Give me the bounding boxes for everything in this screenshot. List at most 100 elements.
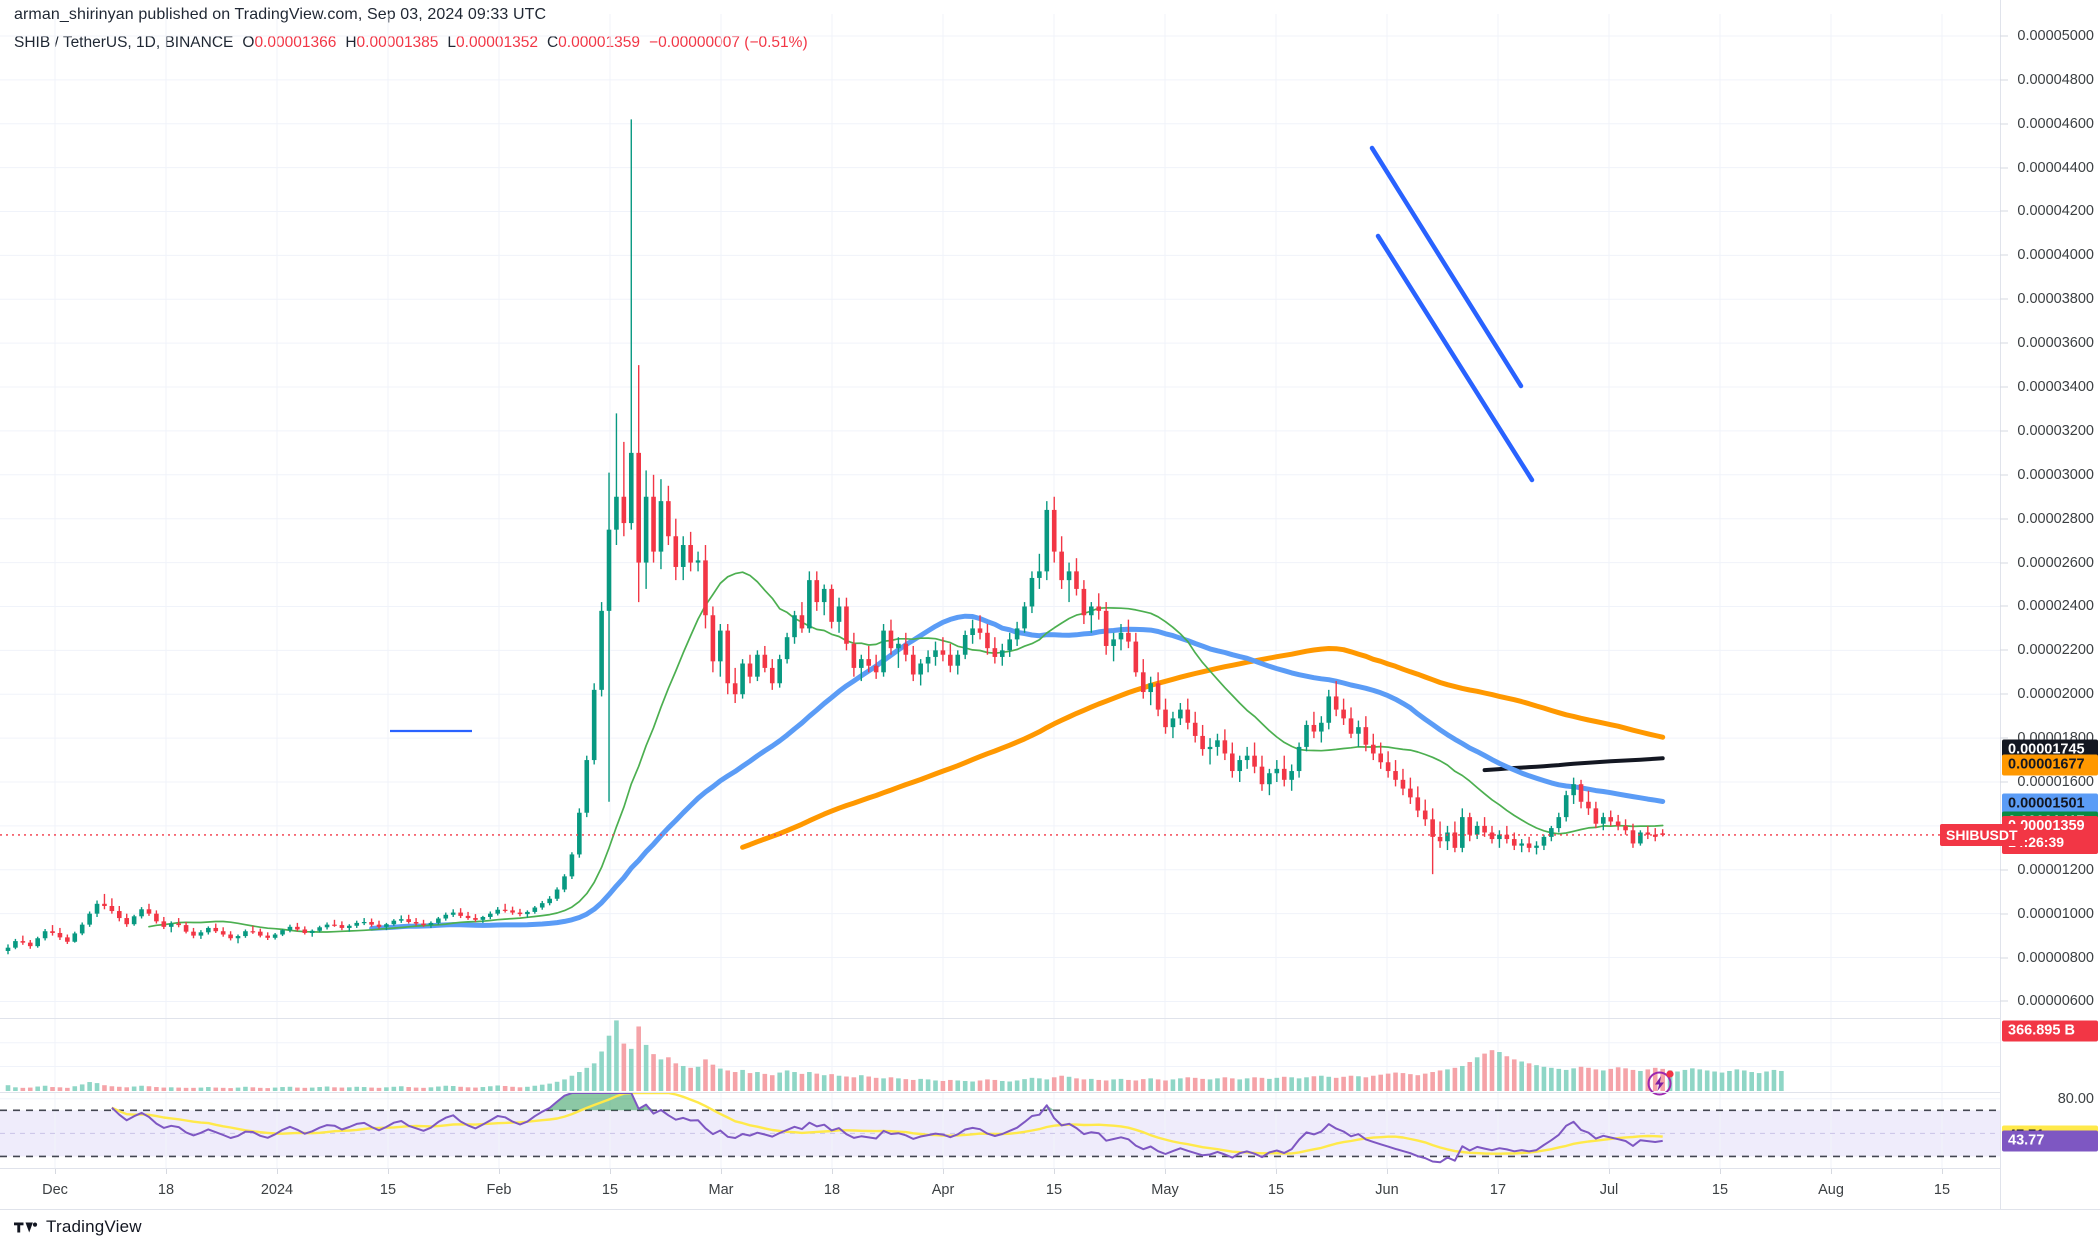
- price-tag-value: 0.00001677: [2008, 756, 2085, 773]
- price-axis-tick: 0.00003400: [2017, 379, 2094, 396]
- price-tag-value: 0.00001359: [2008, 817, 2085, 834]
- time-axis-tick: 2024: [260, 1182, 294, 1198]
- legend-high-value: 0.00001385: [356, 34, 439, 51]
- price-axis-tick: 0.00002400: [2017, 598, 2094, 615]
- legend-open: O0.00001366: [242, 34, 336, 52]
- rsi-overbought-fill: [111, 1093, 1055, 1111]
- time-axis[interactable]: Dec 18 2024 15 Feb 15 Mar 18 Apr 15 May 15 Jun 17 Jul 1…: [0, 1168, 2000, 1210]
- ma-line-green: [148, 571, 1664, 933]
- price-axis-tickmark: [2000, 737, 2008, 739]
- price-axis-tick: 0.00001000: [2017, 905, 2094, 922]
- legend-high-key: H: [345, 34, 357, 51]
- price-axis-tickmark: [2000, 430, 2008, 432]
- time-axis-tick: Apr: [931, 1182, 955, 1198]
- price-axis-tick: 0.00004200: [2017, 203, 2094, 220]
- time-axis-tickmark: [1054, 1169, 1055, 1174]
- time-axis-tick: 17: [1489, 1182, 1507, 1198]
- price-axis-tickmark: [2000, 781, 2008, 783]
- price-axis-tickmark: [2000, 1000, 2008, 1002]
- time-axis-tickmark: [1498, 1169, 1499, 1174]
- time-axis-tick: 15: [1933, 1182, 1951, 1198]
- rsi-value-tag[interactable]: 43.77: [2002, 1130, 2098, 1152]
- price-axis-tick: 0.00001600: [2017, 774, 2094, 790]
- price-axis-tickmark: [2000, 123, 2008, 125]
- time-axis-tickmark: [55, 1169, 56, 1174]
- time-axis-tick: Jul: [1599, 1182, 1619, 1198]
- price-axis-tick: 0.00000600: [2017, 993, 2094, 1010]
- time-axis-tickmark: [166, 1169, 167, 1174]
- price-tag-value: 0.00001501: [2008, 795, 2085, 812]
- price-axis-tick: 0.00003600: [2017, 335, 2094, 352]
- price-axis-tickmark: [2000, 35, 2008, 37]
- ma-line-orange: [740, 646, 1666, 850]
- time-axis-tickmark: [1276, 1169, 1277, 1174]
- price-axis-tickmark: [2000, 957, 2008, 959]
- chart-legend[interactable]: SHIB / TetherUS, 1D, BINANCE O0.00001366…: [14, 34, 808, 52]
- pane-separator-1: [0, 1018, 2000, 1019]
- time-axis-tickmark: [1387, 1169, 1388, 1174]
- price-axis-tickmark: [2000, 342, 2008, 344]
- price-axis[interactable]: 0.00005000 0.00004800 0.00004600 0.00004400…: [2000, 14, 2100, 1168]
- price-axis-tickmark: [2000, 210, 2008, 212]
- time-axis-tickmark: [1609, 1169, 1610, 1174]
- price-axis-divider: [2000, 0, 2001, 1210]
- footer: TradingView: [14, 1217, 142, 1237]
- time-axis-tick: Feb: [486, 1182, 512, 1198]
- price-axis-tickmark: [2000, 649, 2008, 651]
- price-axis-tick: 0.00002600: [2017, 554, 2094, 571]
- rsi-axis-tick: 80.00: [2057, 1090, 2094, 1107]
- price-chart-svg[interactable]: [0, 14, 2000, 1019]
- ma-blue-price-tag[interactable]: 0.00001501: [2002, 793, 2098, 815]
- price-axis-tickmark: [2000, 79, 2008, 81]
- time-axis-tickmark: [1165, 1169, 1166, 1174]
- ma-orange-price-tag[interactable]: 0.00001677: [2002, 754, 2098, 776]
- price-axis-tickmark: [2000, 254, 2008, 256]
- price-axis-tick: 0.00004000: [2017, 247, 2094, 264]
- volume-chart-svg[interactable]: [0, 1019, 2000, 1091]
- price-axis-tick: 0.00005000: [2017, 27, 2094, 44]
- price-pane[interactable]: [0, 14, 2000, 1019]
- time-axis-tick: Mar: [708, 1182, 734, 1198]
- legend-low: L0.00001352: [447, 34, 538, 52]
- time-axis-tickmark: [721, 1169, 722, 1174]
- lightning-bolt-icon[interactable]: [1645, 1066, 1677, 1098]
- price-axis-tick: 0.00002000: [2017, 686, 2094, 703]
- price-axis-tick: 0.00003200: [2017, 422, 2094, 439]
- legend-low-value: 0.00001352: [456, 34, 538, 51]
- price-axis-tick: 0.00000800: [2017, 949, 2094, 966]
- price-axis-tick: 0.00004800: [2017, 71, 2094, 88]
- time-axis-tickmark: [1831, 1169, 1832, 1174]
- legend-close-key: C: [546, 34, 559, 51]
- candlestick-series[interactable]: [5, 119, 1665, 955]
- price-axis-tickmark: [2000, 605, 2008, 607]
- time-axis-tickmark: [610, 1169, 611, 1174]
- legend-low-key: L: [447, 34, 457, 51]
- price-axis-tickmark: [2000, 562, 2008, 564]
- time-axis-tick: 18: [157, 1182, 175, 1198]
- price-axis-tick: 0.00001200: [2017, 861, 2094, 878]
- time-axis-tickmark: [832, 1169, 833, 1174]
- tradingview-brand: TradingView: [46, 1217, 142, 1236]
- price-axis-tick: 0.00002200: [2017, 642, 2094, 659]
- time-axis-tickmark: [1720, 1169, 1721, 1174]
- legend-close-value: 0.00001359: [558, 34, 641, 51]
- time-axis-tick: Jun: [1375, 1182, 1399, 1198]
- trend-channel-drawing[interactable]: [1369, 145, 1535, 483]
- price-axis-tickmark: [2000, 386, 2008, 388]
- volume-value-tag[interactable]: 366.895 B: [2002, 1020, 2098, 1042]
- symbol-flag[interactable]: SHIBUSDT: [1940, 823, 2024, 846]
- time-axis-tickmark: [943, 1169, 944, 1174]
- legend-open-key: O: [242, 34, 255, 51]
- time-axis-tick: 15: [1267, 1182, 1285, 1198]
- price-axis-tickmark: [2000, 298, 2008, 300]
- price-axis-tickmark: [2000, 167, 2008, 169]
- price-axis-tick: 0.00004400: [2017, 159, 2094, 176]
- volume-pane[interactable]: [0, 1019, 2000, 1091]
- legend-symbol[interactable]: SHIB / TetherUS, 1D, BINANCE: [14, 34, 234, 51]
- price-axis-tickmark: [2000, 869, 2008, 871]
- legend-change: −0.00000007 (−0.51%): [649, 34, 808, 51]
- price-axis-tickmark: [2000, 913, 2008, 915]
- rsi-chart-svg[interactable]: [0, 1093, 2000, 1168]
- rsi-pane[interactable]: [0, 1093, 2000, 1168]
- axis-bottom-border: [0, 1209, 2100, 1210]
